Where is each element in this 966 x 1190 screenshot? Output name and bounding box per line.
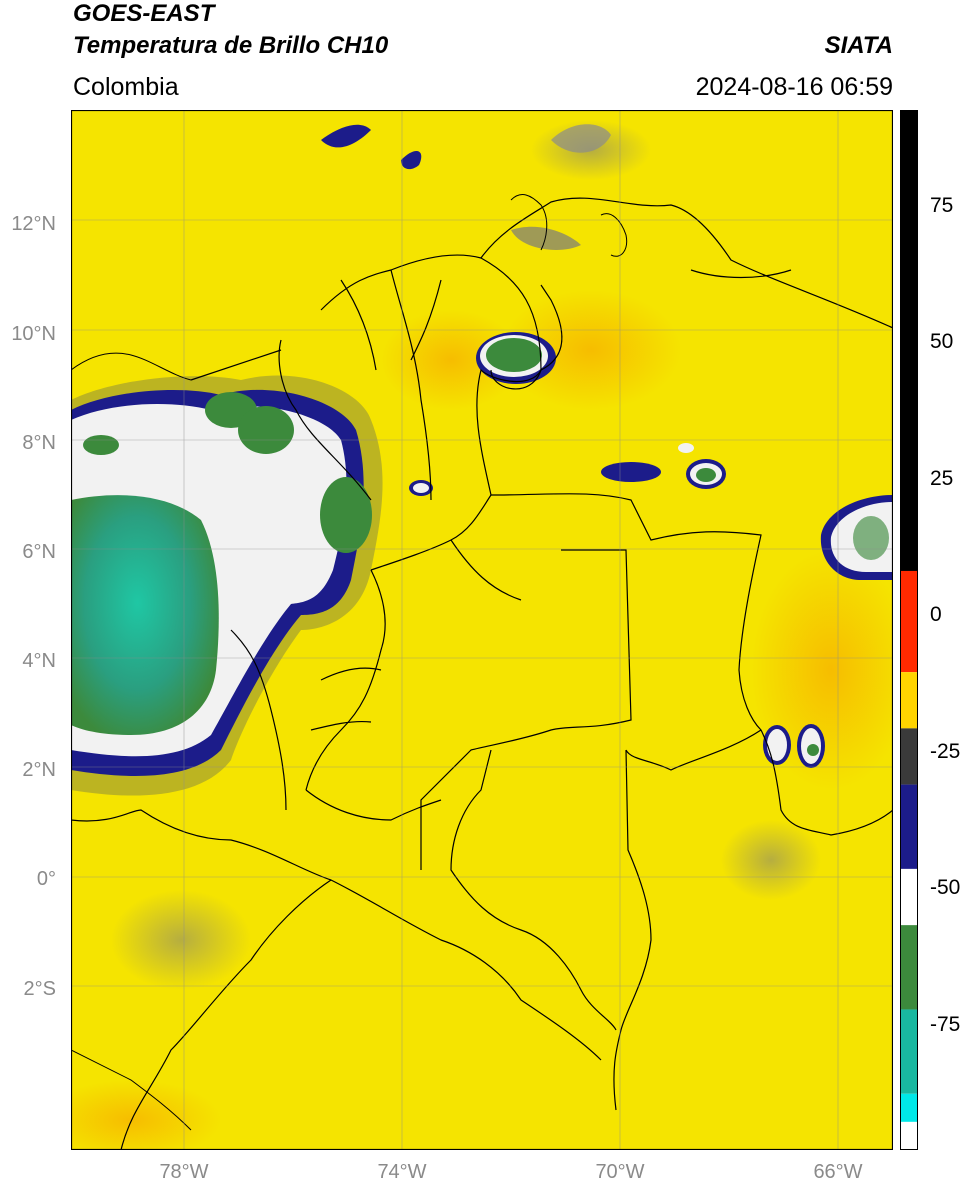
colorbar-tick: 75	[930, 194, 954, 217]
colorbar-segment	[900, 784, 918, 869]
colorbar-tick: -50	[930, 876, 961, 899]
cold-cloud-core	[486, 338, 542, 372]
cloud-white-ring	[678, 443, 694, 453]
colorbar-tick: 25	[930, 467, 954, 490]
cold-cloud-core	[71, 495, 219, 735]
lon-label: 78°W	[159, 1161, 209, 1183]
colorbar-segment	[900, 728, 918, 785]
lat-label: 12°N	[11, 213, 56, 235]
coastlines	[71, 194, 628, 1131]
thin-cloud	[111, 890, 251, 990]
cold-cloud-core	[320, 477, 372, 553]
title-product: Temperatura de Brillo CH10	[73, 32, 389, 59]
colorbar-segment	[900, 110, 918, 571]
colorbar-segment	[900, 1009, 918, 1094]
temperature-colorbar	[900, 110, 918, 1150]
cloud-white-ring	[767, 729, 787, 761]
thin-cloud	[721, 820, 821, 900]
lon-label: 66°W	[813, 1161, 863, 1183]
organization-label: SIATA	[824, 32, 893, 59]
borders	[71, 197, 893, 1150]
graticule	[71, 110, 893, 1150]
region-label: Colombia	[73, 73, 179, 101]
warm-area	[751, 550, 893, 790]
warm-area	[71, 1080, 221, 1150]
colorbar-frame	[900, 110, 918, 1150]
warm-area	[381, 310, 521, 410]
thin-cloud	[511, 226, 581, 250]
cloud-edge	[401, 150, 422, 170]
lat-label: 0°	[36, 868, 56, 890]
colorbar-tick: 50	[930, 330, 954, 353]
cloud-white-ring	[413, 483, 429, 493]
colorbar-tick: -75	[930, 1013, 961, 1036]
warm-area	[501, 290, 681, 410]
lat-label: 6°N	[22, 541, 56, 563]
lat-label: 10°N	[11, 323, 56, 345]
lon-label: 70°W	[595, 1161, 645, 1183]
cloud-edge	[601, 462, 661, 482]
title-satellite: GOES-EAST	[73, 0, 215, 27]
colorbar-segment	[900, 925, 918, 1010]
colorbar-tick: -25	[930, 740, 961, 763]
cold-cloud-core	[238, 406, 294, 454]
thin-cloud	[551, 124, 611, 153]
colorbar-segment	[900, 570, 918, 673]
lat-label: 2°N	[22, 759, 56, 781]
colorbar-segment	[900, 672, 918, 729]
colorbar-tick: 0	[930, 603, 942, 626]
lat-label: 8°N	[22, 432, 56, 454]
colorbar-segment	[900, 1093, 918, 1122]
satellite-map	[71, 110, 893, 1150]
lon-label: 74°W	[377, 1161, 427, 1183]
map-frame	[71, 110, 893, 1150]
cloud-edge	[321, 124, 371, 148]
cold-cloud-core	[853, 516, 889, 560]
cold-cloud-core	[696, 468, 716, 482]
lat-label: 2°S	[23, 978, 56, 1000]
timestamp-label: 2024-08-16 06:59	[695, 73, 893, 101]
cold-cloud-core	[83, 435, 119, 455]
lat-label: 4°N	[22, 650, 56, 672]
colorbar-segment	[900, 1121, 918, 1150]
colorbar-segment	[900, 868, 918, 926]
cold-cloud-core	[807, 744, 819, 756]
